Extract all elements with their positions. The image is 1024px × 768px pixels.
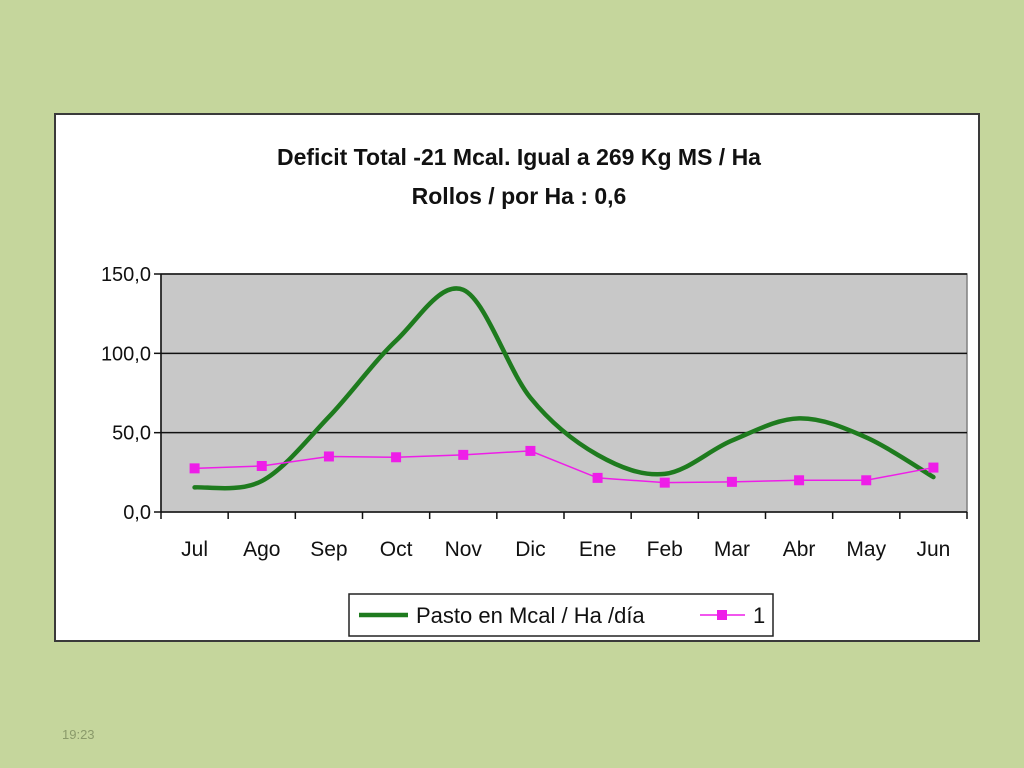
chart-frame: Deficit Total -21 Mcal. Igual a 269 Kg M… — [54, 113, 980, 642]
axes: 0,0 50,0 100,0 150,0 Jul Ago Sep Oct Nov Dic Ene Fe… — [101, 264, 968, 561]
x-tick-label: Ago — [243, 538, 280, 561]
y-tick-label: 50,0 — [112, 423, 151, 445]
data-point-marker — [525, 445, 536, 456]
legend-marker-1 — [717, 610, 727, 620]
data-point-marker — [256, 460, 267, 471]
chart-title-line-2: Rollos / por Ha : 0,6 — [412, 183, 627, 209]
x-tick-label: Mar — [714, 538, 750, 561]
series-line-1 — [194, 450, 934, 484]
data-point-marker — [189, 463, 200, 474]
x-tick-label: Jul — [181, 538, 208, 561]
series-line-pasto — [192, 286, 936, 491]
legend-label-pasto: Pasto en Mcal / Ha /día — [416, 603, 645, 628]
data-point-marker — [391, 452, 402, 463]
data-point-marker — [323, 451, 334, 462]
chart-title-line-1: Deficit Total -21 Mcal. Igual a 269 Kg M… — [277, 144, 761, 170]
data-point-marker — [592, 472, 603, 483]
x-tick-label: Nov — [445, 538, 483, 561]
x-tick-label: Ene — [579, 538, 616, 561]
x-tick-label: Abr — [783, 538, 816, 561]
data-point-marker — [726, 476, 737, 487]
data-point-marker — [861, 475, 872, 486]
x-tick-label: Oct — [380, 538, 413, 561]
data-point-marker — [659, 477, 670, 488]
x-tick-label: May — [846, 538, 886, 561]
y-tick-label: 0,0 — [123, 502, 151, 524]
slide-footer-time: 19:23 — [62, 727, 95, 742]
x-tick-label: Feb — [647, 538, 683, 561]
data-point-marker — [794, 475, 805, 486]
x-tick-label: Sep — [310, 538, 347, 561]
plot-area — [160, 273, 968, 513]
data-point-marker — [928, 462, 939, 473]
data-point-marker — [458, 449, 469, 460]
y-tick-label: 150,0 — [101, 264, 151, 286]
x-tick-label: Dic — [515, 538, 545, 561]
line-chart: Deficit Total -21 Mcal. Igual a 269 Kg M… — [101, 144, 968, 637]
y-tick-label: 100,0 — [101, 343, 151, 365]
legend: Pasto en Mcal / Ha /día 1 — [348, 593, 774, 637]
series-layer — [189, 286, 939, 491]
legend-label-1: 1 — [753, 603, 765, 628]
x-tick-label: Jun — [916, 538, 950, 561]
